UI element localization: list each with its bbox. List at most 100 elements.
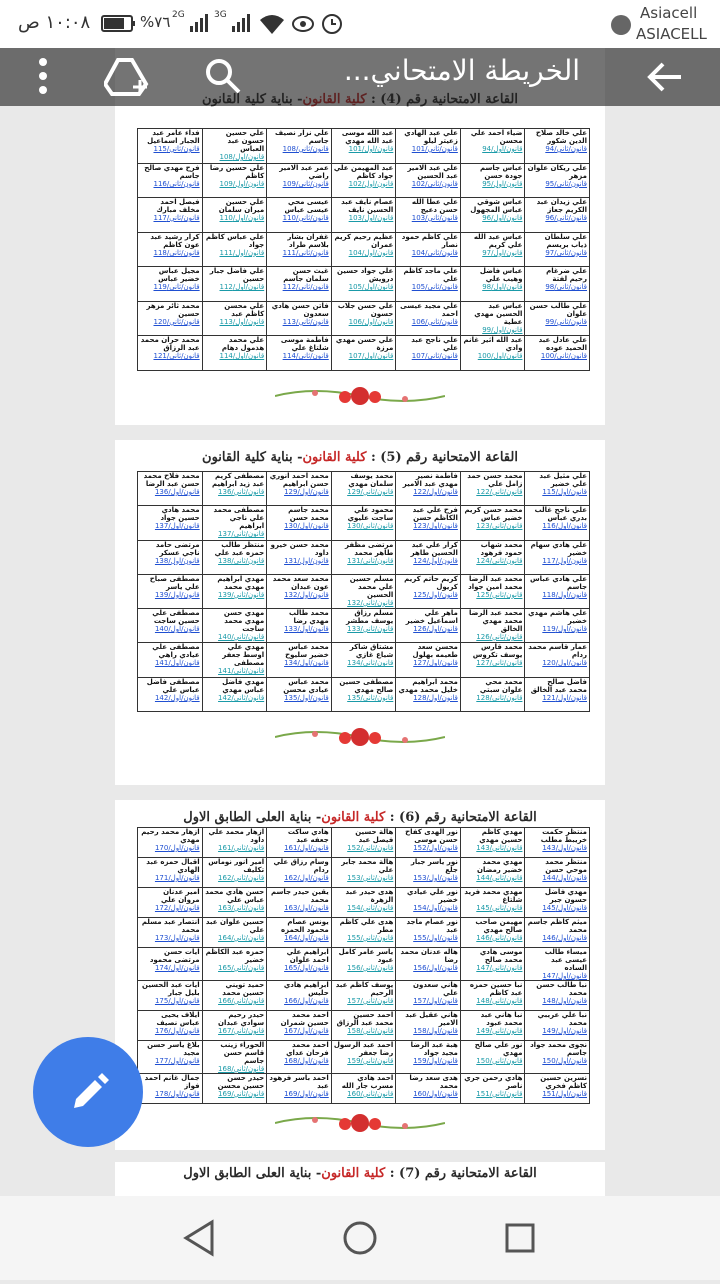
student-name: هادي ساكت جعفه عبد [287, 828, 329, 845]
student-cell: عظيم رحيم كريم عمران قانون/اول/104 [330, 231, 397, 268]
seat-number: قانون/ثاني/136 [218, 488, 265, 496]
app-bar: الخريطة الامتحاني... [0, 48, 720, 106]
student-cell: هدى سعد رضا محمد قانون/اول/160 [395, 1073, 461, 1104]
seat-number: قانون/ثاني/128 [476, 693, 523, 702]
student-cell: محمد قارس يوسف تكروس قانون/ثاني/127 [459, 642, 526, 678]
student-name: فاتن حسن هادي سعدون [271, 301, 329, 318]
student-name: غيث حسن سلمان جاسم [283, 267, 329, 284]
back-button[interactable] [645, 60, 685, 94]
student-name: علي هادي عباس جاسم [529, 574, 587, 591]
student-name: مصطفى علي حسين ساجت [152, 609, 200, 626]
student-cell: غفران بشار بلاسم طراد قانون/ثاني/111 [266, 231, 332, 268]
student-cell: احمد عبد الرسول رضا جعفر قانون/ثاني/159 [330, 1040, 397, 1074]
student-name: منتظر محمد موحي حسن [545, 858, 587, 875]
student-cell: حسن هادي محمد عباس علي قانون/ثاني/163 [201, 887, 268, 918]
student-name: علي عبد الامير عبد الحسين [407, 163, 458, 180]
seat-number: قانون/ثاني/140 [218, 633, 265, 642]
student-name: ابراهيم علي احمد علوان [286, 948, 329, 965]
student-name: نور علي عيادي خضير [406, 888, 458, 905]
document-page: القاعة الامتحانية رقم (5) : كلية القانون… [115, 440, 605, 785]
student-cell: مهدي فاضل حسون جبر قانون/اول/145 [524, 887, 590, 918]
student-cell: عباس عبد الحسين مهدي عطية قانون/اول/99 [459, 300, 526, 337]
student-cell: عبد الله اثير غانم وادي قانون/اول/100 [459, 335, 526, 371]
student-name: ايات عبد الحسين بليل جبار [142, 981, 200, 998]
seat-number: قانون/اول/144 [542, 874, 587, 882]
seat-number: قانون/اول/165 [284, 964, 329, 972]
signal-1 [190, 14, 208, 32]
student-name: هاني عقيل عبد الامير [405, 1011, 458, 1028]
student-cell: علي هاشم مهدي خضير قانون/اول/119 [524, 608, 590, 644]
student-name: محمد عبد الرضا محمد امين جواد [468, 574, 523, 591]
student-name: عباس عبد الحسين مهدي عطية [474, 301, 523, 326]
student-name: عباس عبد الله علي كريم [473, 232, 523, 249]
student-cell: علي محسن كاظم عبد قانون/اول/113 [201, 300, 268, 337]
seat-number: قانون/اول/106 [348, 317, 394, 326]
edit-fab[interactable] [32, 1036, 144, 1148]
seat-number: قانون/اول/117 [542, 556, 587, 565]
student-name: عبد الله موسى عبد الله مهدي [341, 129, 394, 145]
student-name: حسن هادي محمد عباس علي [205, 888, 265, 905]
student-cell: مشتاق شاكر شياع غازي قانون/ثاني/134 [330, 642, 397, 678]
student-name: هاله عدنان محمد رضا [400, 948, 458, 965]
seat-number: قانون/اول/167 [284, 1027, 329, 1035]
search-button[interactable] [203, 56, 243, 96]
student-cell: يقين حيدر جاسم محمد قانون/اول/163 [266, 887, 332, 918]
seat-number: قانون/ثاني/102 [411, 179, 458, 188]
student-cell: محسن سعد طعيمه بهلول قانون/اول/127 [395, 642, 461, 678]
student-name: عبد المهيمن علي جواد كاظم [333, 163, 394, 180]
student-cell: ايات حسن مرتضى محمود قانون/اول/174 [137, 947, 203, 981]
student-cell: نبا طالب حسن محمد قانون/اول/148 [524, 980, 590, 1011]
student-cell: علي جواد حسين درويش قانون/اول/105 [330, 266, 397, 302]
seat-number: قانون/ثاني/139 [218, 590, 265, 599]
student-cell: مهدي حسن مهدي محمد ساجت قانون/ثاني/140 [201, 608, 268, 644]
student-name: محمد حسن كريم خضير عباس [464, 506, 523, 523]
menu-button[interactable] [30, 56, 56, 98]
seat-number: قانون/اول/132 [284, 590, 329, 599]
building-name: - بناية كلية القانون [202, 450, 303, 465]
student-name: عيسى محي عيسى عباس [284, 198, 329, 215]
seat-number: قانون/اول/147 [542, 972, 587, 980]
seat-number: قانون/ثاني/125 [476, 590, 523, 599]
app-title: الخريطة الامتحاني... [343, 54, 580, 87]
hall-number: القاعة الامتحانية رقم (5) : [370, 450, 518, 465]
student-name: مصطفى فاضل عباس علي [146, 677, 200, 694]
student-cell: علي هادي سهام خضير قانون/اول/117 [524, 539, 590, 575]
nav-back[interactable] [183, 1219, 214, 1257]
seat-number: قانون/اول/109 [219, 179, 265, 188]
student-cell: علي عبد الهادي زعيتر ليلو قانون/ثاني/101 [395, 128, 461, 164]
student-name: هاني سعدون علي [413, 981, 458, 998]
student-cell: علي محمد هذمول دهام قانون/اول/114 [201, 335, 268, 371]
student-cell: ايلاف يحيى عباس نصيف قانون/اول/176 [137, 1010, 203, 1041]
student-cell: فداء عامر عبد الجبار اسماعيل قانون/ثاني/1… [137, 128, 203, 164]
nav-home[interactable] [343, 1221, 377, 1255]
nav-recent[interactable] [505, 1223, 535, 1253]
eye-pupil [300, 21, 306, 27]
student-name: مصطفى صباح علي ياسر [149, 574, 200, 591]
seat-number: قانون/اول/108 [219, 153, 265, 161]
drive-add-button[interactable] [104, 56, 152, 96]
student-name: امير انور نوماس تكليف [208, 858, 265, 875]
student-cell: محمد ثائر مزهر حسين قانون/ثاني/120 [137, 300, 203, 337]
seat-number: قانون/اول/133 [284, 625, 329, 634]
status-bar: ١٠:٠٨ ص %٧٦ 2G 3G Asiacell ASIACELL [0, 0, 720, 48]
seat-number: قانون/اول/98 [482, 283, 523, 292]
seat-number: قانون/ثاني/96 [545, 214, 587, 223]
seat-number: قانون/ثاني/143 [476, 844, 523, 852]
student-name: يقين حيدر جاسم محمد [271, 888, 329, 905]
student-cell: الحوراء زينب قاسم حسن جاسم قانون/ثاني/168 [201, 1040, 268, 1074]
seat-number: قانون/اول/146 [542, 934, 587, 942]
student-cell: مصطفى فاضل عباس علي قانون/اول/142 [137, 676, 203, 712]
student-name: انتصار عبد مسلم محمد [141, 918, 200, 935]
student-cell: ماهر علي اسماعيل خضير قانون/اول/126 [395, 608, 461, 644]
student-cell: امير انور نوماس تكليف قانون/ثاني/162 [201, 857, 268, 888]
student-cell: علي حسين حسون عبد العباس قانون/اول/108 [201, 128, 268, 164]
seat-number: قانون/اول/163 [284, 904, 329, 912]
student-cell: كرار علي عبد الحسين طاهر قانون/اول/124 [395, 539, 461, 575]
table-row: علي خالد صلاح الدين شكور قانون/ثاني/94 ضيا… [137, 128, 590, 164]
student-cell: هبة عبد الرضا مجيد جواد قانون/اول/159 [395, 1040, 461, 1074]
student-cell: نبا هاني عبد محمد عبود قانون/ثاني/149 [459, 1010, 526, 1041]
college-name: كلية القانون [302, 450, 367, 465]
student-cell: انتصار عبد مسلم محمد قانون/اول/173 [137, 917, 203, 948]
table-row: علي زيدان عبد الكريم جعاز قانون/ثاني/96 عب… [137, 197, 590, 233]
seat-number: قانون/ثاني/98 [545, 283, 587, 292]
